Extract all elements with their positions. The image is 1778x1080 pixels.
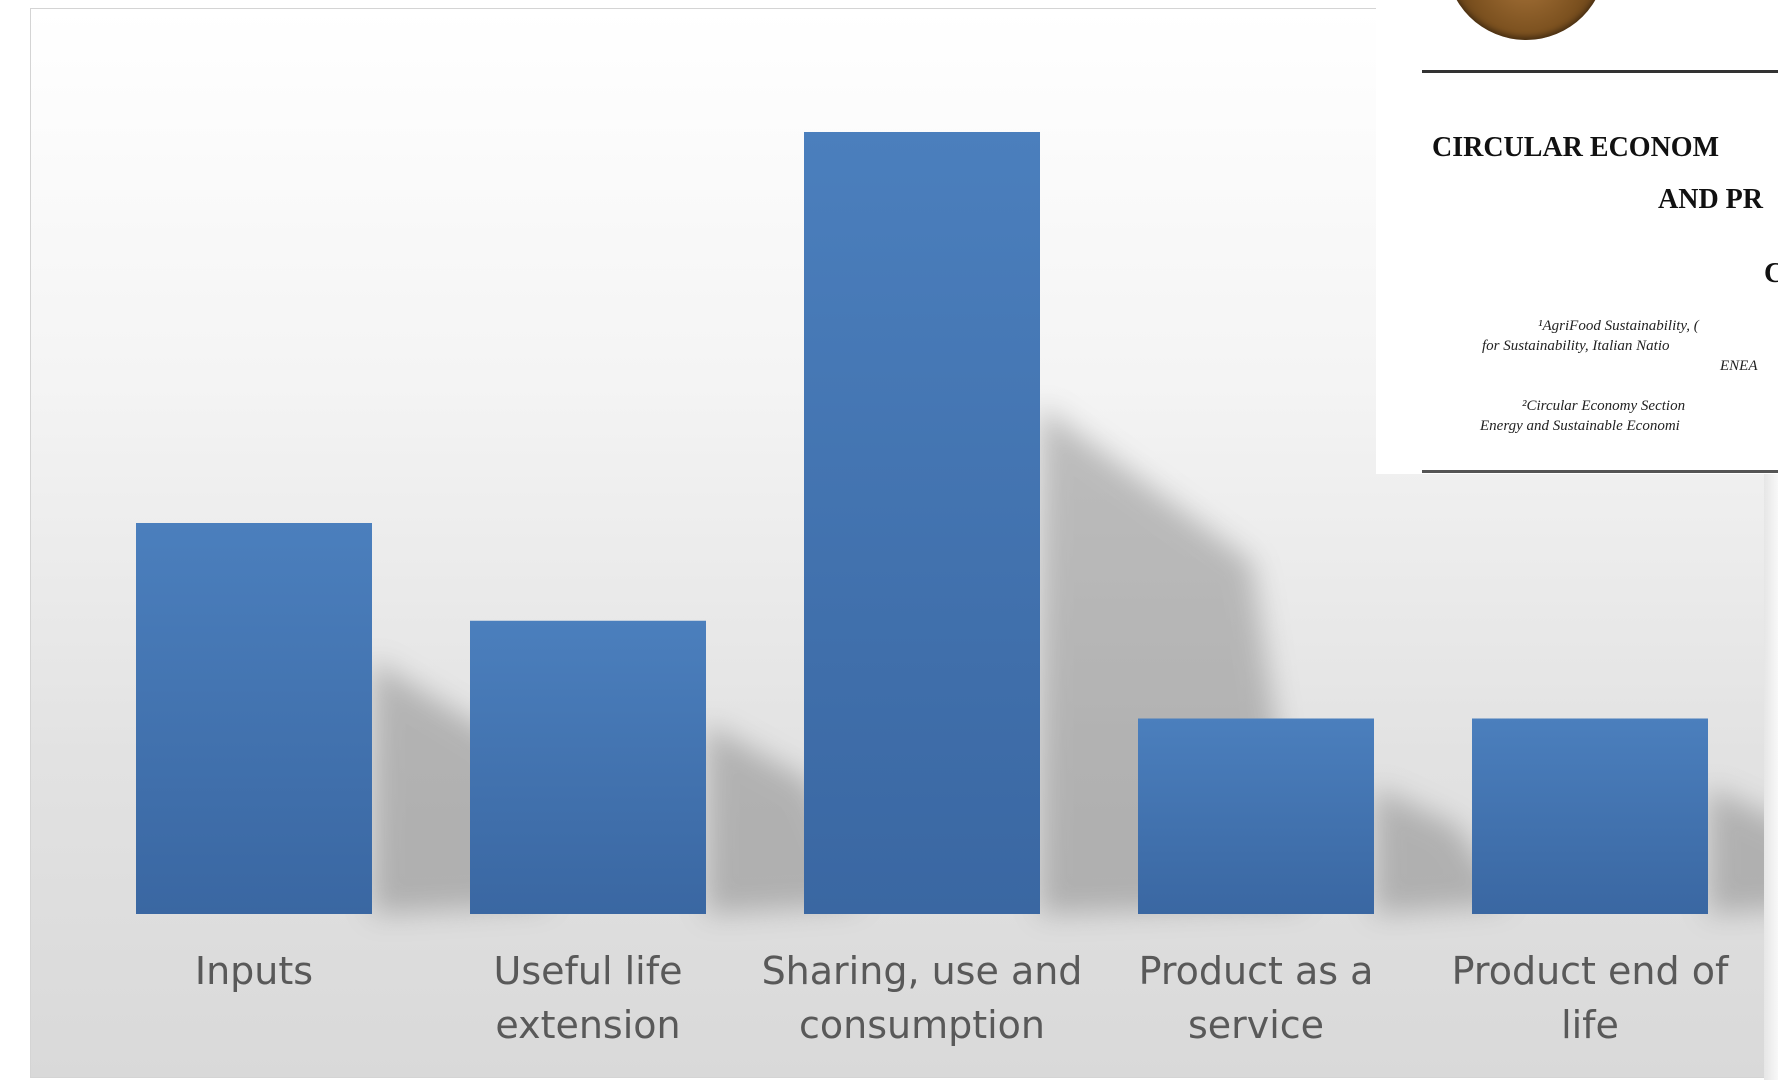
paper-affiliation-1: ¹AgriFood Sustainability, (: [1538, 318, 1699, 334]
header-rule-bottom: [1422, 470, 1778, 473]
bar: [1138, 718, 1374, 914]
bar: [1472, 718, 1708, 914]
paper-affiliation-3: ENEA: [1720, 358, 1758, 374]
category-label-line: Sharing, use and: [762, 949, 1083, 993]
paper-affiliation-5: Energy and Sustainable Economi: [1480, 418, 1680, 434]
category-label-line: consumption: [799, 1003, 1045, 1047]
category-label-line: Product as a: [1139, 949, 1374, 993]
bar: [804, 132, 1040, 914]
paper-title-line-1: CIRCULAR ECONOM: [1432, 132, 1719, 163]
bar: [136, 523, 372, 914]
paper-author-initial: C: [1764, 258, 1778, 289]
category-label-line: life: [1561, 1003, 1619, 1047]
category-label: Inputs: [195, 949, 313, 993]
bar-shadow: [1708, 786, 1778, 914]
paper-title-line-2: AND PR: [1658, 184, 1763, 215]
university-seal-logo: [1446, 0, 1606, 40]
paper-affiliation-2: for Sustainability, Italian Natio: [1482, 338, 1670, 354]
paper-header-inset: CIRCULAR ECONOM AND PR C ¹AgriFood Susta…: [1376, 0, 1778, 474]
category-label-line: extension: [495, 1003, 680, 1047]
category-label-line: Useful life: [494, 949, 683, 993]
category-labels: Inputs Useful life extension Sharing, use a…: [195, 949, 1730, 1047]
paper-affiliation-4: ²Circular Economy Section: [1522, 398, 1686, 414]
category-label: Product as a service: [1139, 949, 1374, 1047]
header-rule-top: [1422, 70, 1778, 73]
right-edge-sliver: [1764, 474, 1778, 1080]
category-label-line: Inputs: [195, 949, 313, 993]
bars-group: [136, 132, 1708, 914]
category-label: Useful life extension: [494, 949, 683, 1047]
category-label-line: service: [1188, 1003, 1324, 1047]
bar: [470, 620, 706, 914]
category-label-line: Product end of: [1452, 949, 1730, 993]
category-label: Sharing, use and consumption: [762, 949, 1083, 1047]
category-label: Product end of life: [1452, 949, 1730, 1047]
